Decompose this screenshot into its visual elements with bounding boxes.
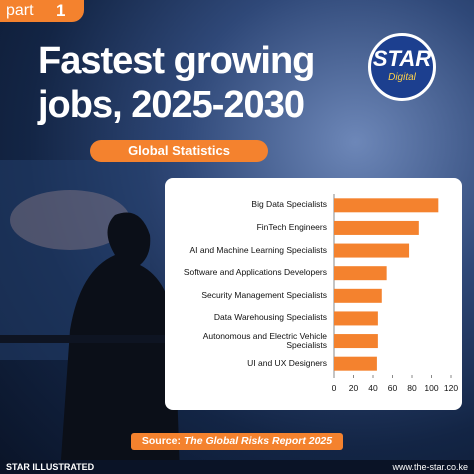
- bar: [334, 243, 410, 258]
- x-tick-label: 80: [407, 383, 417, 393]
- category-label: AI and Machine Learning Specialists: [189, 244, 328, 255]
- bar: [334, 198, 439, 213]
- bar: [334, 288, 382, 303]
- source: Source: The Global Risks Report 2025: [131, 433, 343, 450]
- x-tick-label: 60: [388, 383, 398, 393]
- category-label: Big Data Specialists: [251, 199, 327, 210]
- footer-left: STAR ILLUSTRATED: [6, 462, 95, 472]
- bar: [334, 311, 378, 326]
- bar: [334, 220, 419, 235]
- category-label: FinTech Engineers: [256, 221, 327, 232]
- part-tag: part 1: [0, 0, 84, 22]
- category-label: UI and UX Designers: [247, 357, 327, 368]
- category-label: Autonomous and Electric Vehicle Speciali…: [202, 330, 327, 351]
- category-label: Security Management Specialists: [201, 289, 327, 300]
- part-text: part: [6, 2, 34, 19]
- bar: [334, 266, 387, 281]
- source-text: The Global Risks Report 2025: [183, 435, 333, 447]
- bar: [334, 356, 377, 371]
- x-tick-label: 0: [332, 383, 337, 393]
- title-line: Fastest growing: [38, 40, 315, 82]
- footer-bar: STAR ILLUSTRATED www.the-star.co.ke: [0, 460, 474, 474]
- footer-right: www.the-star.co.ke: [392, 462, 468, 472]
- title-line: jobs, 2025-2030: [38, 84, 305, 126]
- chart-card: [165, 178, 462, 410]
- part-number: 1: [56, 1, 66, 20]
- logo-tagline: Digital: [388, 72, 416, 83]
- category-label: Software and Applications Developers: [183, 267, 327, 278]
- x-tick-label: 120: [444, 383, 458, 393]
- x-tick-label: 20: [349, 383, 359, 393]
- logo-name: STAR: [372, 46, 432, 71]
- logo: STAR Digital: [368, 33, 436, 101]
- category-label: Data Warehousing Specialists: [213, 312, 327, 323]
- source-label: Source:: [141, 435, 181, 447]
- subtitle: Global Statistics: [90, 140, 268, 162]
- bar: [334, 334, 378, 349]
- x-tick-label: 40: [368, 383, 378, 393]
- x-tick-label: 100: [424, 383, 438, 393]
